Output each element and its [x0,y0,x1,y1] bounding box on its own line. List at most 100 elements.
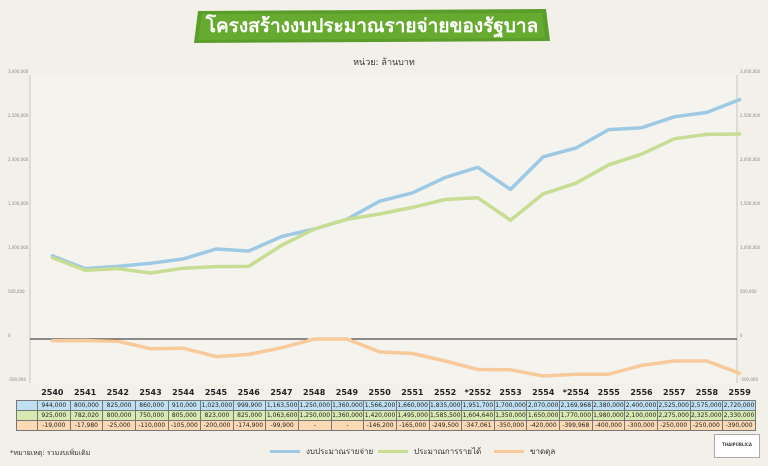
footnote: *หมายเหตุ: รวมงบเพิ่มเติม [10,449,91,457]
table-cell: 2,070,000 [526,400,560,411]
table-row-expenditure: 944,000 800,000 825,000 860,000 910,000 1,023… [16,400,756,411]
y-tick-label-right: 1,000,000 [740,245,761,250]
table-cell: 1,360,000 [330,410,365,421]
table-cell: -420,000 [526,420,560,431]
table-cell: - [298,420,332,431]
title-banner [194,9,550,43]
table-cell: 944,000 [37,400,71,411]
y-tick-label-left: 1,500,000 [8,201,29,206]
x-tick-label: 2548 [303,388,326,397]
legend-swatch [378,450,408,453]
x-tick-label: 2551 [401,388,424,397]
table-cell: 2,720,000 [722,400,756,411]
table-cell: 1,566,200 [363,400,397,411]
table-cell: 1,063,600 [265,410,299,421]
table-cell: 823,000 [200,410,234,421]
line-chart: -500,000 -500,000 0 0 500,000 500,000 1,000,00… [8,69,761,397]
table-cell: 2,100,000 [624,410,658,421]
x-tick-label: 2541 [74,388,97,397]
table-row-header [16,410,38,421]
series-line-balance [50,337,742,378]
y-tick-label-left: -500,000 [8,377,26,382]
table-cell: 1,700,000 [493,400,528,411]
table-cell: 825,000 [232,410,267,421]
y-tick-label-left: 1,000,000 [8,245,29,250]
y-tick-label-left: 2,000,000 [8,157,29,162]
table-cell: 1,360,000 [330,400,365,411]
y-tick-label-left: 3,000,000 [8,69,29,74]
table-cell: 782,020 [69,410,104,421]
table-cell: 2,575,000 [689,400,724,411]
x-tick-label: 2546 [238,388,261,397]
table-cell: -250,000 [656,420,691,431]
table-cell: 1,770,000 [559,410,593,421]
table-cell: -300,000 [624,420,658,431]
y-tick-label-left: 0 [8,333,11,338]
y-tick-label-right: 2,500,000 [740,113,761,118]
table-row-header [16,400,38,411]
table-cell: 800,000 [69,400,104,411]
table-cell: 2,169,968 [559,400,593,411]
y-tick-label-right: -500,000 [740,377,758,382]
chart-title: โครงสร้างงบประมาณรายจ่ายของรัฐบาล [205,15,539,37]
table-cell: 1,350,000 [493,410,528,421]
legend-swatch [270,450,300,453]
series-line-expenditure [50,97,742,271]
x-tick-label: 2554 [532,388,555,397]
y-tick-label-right: 0 [740,333,743,338]
x-tick-label: 2558 [696,388,719,397]
table-cell: -17,980 [69,420,104,431]
legend-label: ประมาณการรายได้ [414,447,482,456]
y-tick-label-left: 2,500,000 [8,113,29,118]
table-cell: -390,000 [722,420,756,431]
thaipublica-logo: THAIPUBLICA [714,434,760,458]
legend-item-revenue: ประมาณการรายได้ [378,445,481,458]
x-tick-label: 2543 [139,388,161,397]
data-table: 944,000 800,000 825,000 860,000 910,000 1,023… [16,400,756,431]
table-cell: -19,000 [37,420,71,431]
table-cell: 1,420,000 [363,410,397,421]
table-cell: -399,968 [559,420,593,431]
x-tick-label: 2557 [663,388,685,397]
table-cell: 2,325,000 [689,410,724,421]
x-tick-label: 2555 [598,388,621,397]
table-cell: -400,000 [591,420,626,431]
x-tick-label: 2545 [205,388,228,397]
table-cell: 2,400,000 [624,400,658,411]
legend-item-expenditure: งบประมาณรายจ่าย [270,445,373,458]
x-tick-label: 2544 [172,388,195,397]
x-tick-label: 2542 [107,388,129,397]
table-cell: 825,000 [102,400,136,411]
table-cell: 999,900 [232,400,267,411]
table-cell: -99,900 [265,420,299,431]
x-tick-label: 2559 [729,388,752,397]
x-tick-label: *2552 [465,388,491,397]
table-cell: -25,000 [102,420,136,431]
legend-swatch [494,450,524,453]
table-cell: 805,000 [167,410,202,421]
table-cell: -174,900 [232,420,267,431]
table-cell: 1,250,000 [298,410,332,421]
table-cell: 1,660,000 [395,400,430,411]
table-cell: -347,061 [461,420,495,431]
y-tick-label-right: 1,500,000 [740,201,761,206]
table-cell: -110,000 [134,420,169,431]
table-cell: -105,000 [167,420,202,431]
table-row-balance: -19,000 -17,980 -25,000 -110,000 -105,000 -20… [16,420,756,431]
y-tick-label-right: 2,000,000 [740,157,761,162]
x-tick-label: 2550 [369,388,392,397]
table-cell: 1,250,000 [298,400,332,411]
table-cell: 1,023,000 [200,400,234,411]
table-row-header [16,420,38,431]
table-cell: 750,000 [134,410,169,421]
x-tick-label: 2547 [270,388,292,397]
table-cell: 1,835,000 [428,400,463,411]
table-row-revenue: 925,000 782,020 800,000 750,000 805,000 823,0… [16,410,756,421]
x-tick-label: 2549 [336,388,359,397]
unit-label: หน่วย: ล้านบาท [353,58,415,68]
y-tick-label-left: 500,000 [8,289,25,294]
table-cell: -249,500 [428,420,463,431]
series-line-revenue [50,132,742,275]
x-tick-label: *2554 [563,388,590,397]
table-cell: -250,000 [689,420,724,431]
